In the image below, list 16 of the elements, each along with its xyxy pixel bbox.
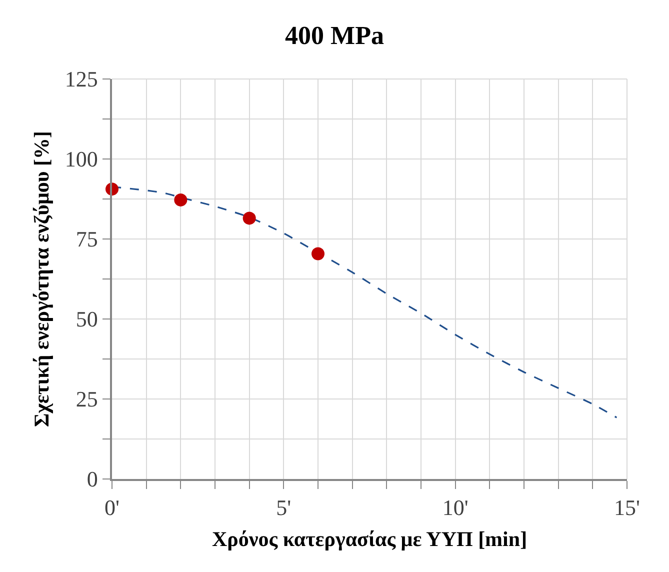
x-tick-label: 15'	[614, 495, 640, 520]
chart-title: 400 MPa	[285, 20, 384, 50]
point	[242, 212, 256, 225]
point	[312, 247, 324, 260]
x-axis-title: Χρόνος κατεργασίας με ΥΥΠ [min]	[212, 526, 528, 551]
y-tick-label: 75	[76, 226, 98, 252]
y-tick-label: 125	[64, 66, 98, 92]
y-tick-label: 25	[76, 386, 98, 412]
point	[174, 193, 188, 206]
x-tick-label: 10'	[442, 495, 468, 520]
y-tick-label: 50	[76, 306, 98, 332]
y-tick-label: 0	[86, 466, 98, 492]
x-tick-label: 0'	[104, 495, 120, 520]
x-tick-label: 5'	[276, 495, 292, 520]
y-tick-label: 100	[64, 146, 98, 172]
y-axis-title: Σχετική ενεργότητα ενζύμου [%]	[30, 130, 54, 428]
